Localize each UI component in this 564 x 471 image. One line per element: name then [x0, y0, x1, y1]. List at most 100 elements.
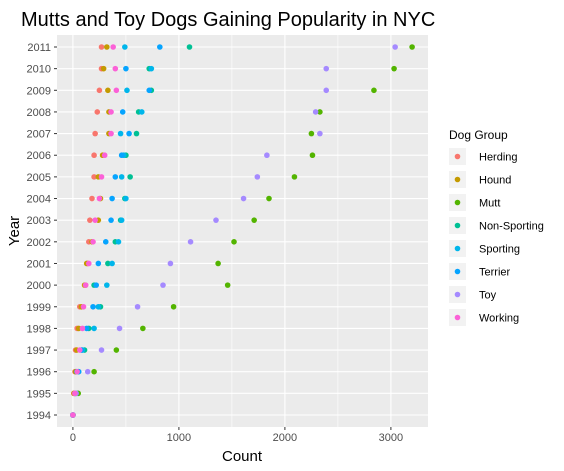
point-toy: [264, 152, 270, 159]
point-mutt: [409, 44, 415, 50]
plot-panel: [57, 35, 428, 427]
point-sporting: [123, 195, 129, 202]
point-mutt: [215, 260, 221, 267]
point-toy: [187, 239, 194, 245]
point-working: [70, 412, 76, 418]
y-tick-label: 1998: [27, 323, 51, 335]
point-toy: [254, 174, 261, 180]
point-herding: [87, 217, 93, 223]
point-working: [96, 195, 103, 202]
point-sporting: [117, 130, 124, 137]
point-working: [101, 152, 108, 159]
point-herding: [91, 174, 97, 180]
point-working: [90, 239, 96, 245]
x-tick-label: 2000: [273, 432, 297, 444]
point-toy: [323, 87, 330, 94]
point-herding: [94, 109, 101, 115]
point-working: [108, 109, 114, 115]
y-tick-label: 2007: [27, 129, 51, 141]
point-mutt: [91, 368, 97, 375]
y-axis: 1994 1995 1996 1997 1998 1999 2000 2001 2002 2003…: [27, 42, 57, 422]
point-working: [80, 303, 87, 310]
point-working: [82, 282, 89, 288]
point-working: [98, 174, 105, 180]
point-sporting: [104, 282, 110, 288]
point-mutt: [391, 65, 397, 72]
y-axis-title: Year: [6, 216, 23, 246]
y-tick-label: 2010: [27, 64, 51, 76]
y-tick-label: 1997: [27, 345, 51, 357]
point-toy: [116, 325, 123, 332]
x-tick-label: 1000: [167, 432, 191, 444]
point-toy: [392, 44, 398, 50]
point-mutt: [140, 325, 146, 332]
point-terrier: [119, 109, 126, 115]
point-non-sporting: [186, 44, 193, 50]
point-toy: [98, 347, 105, 353]
point-working: [92, 217, 98, 223]
y-tick-label: 2004: [27, 194, 51, 206]
point-sporting: [148, 65, 155, 72]
point-working: [79, 325, 86, 332]
legend-swatch-working: [454, 314, 461, 321]
point-terrier: [108, 217, 114, 223]
legend-swatch-mutt: [454, 199, 461, 206]
grid-minor-lines: [125, 35, 339, 427]
point-terrier: [83, 325, 90, 332]
point-toy: [213, 217, 219, 223]
point-mutt: [308, 130, 315, 137]
y-tick-label: 2009: [27, 85, 51, 97]
x-tick-label: 0: [70, 432, 76, 444]
point-sporting: [124, 87, 130, 94]
legend-swatch-herding: [454, 153, 461, 160]
point-terrier: [126, 130, 132, 137]
point-working: [112, 65, 119, 72]
point-working: [76, 347, 83, 353]
y-tick-label: 2006: [27, 150, 51, 162]
point-herding: [98, 44, 105, 50]
point-terrier: [123, 65, 129, 72]
y-tick-label: 2001: [27, 258, 51, 270]
y-tick-label: 2003: [27, 215, 51, 227]
y-tick-label: 2008: [27, 107, 51, 119]
point-hound: [100, 65, 107, 72]
legend-title: Dog Group: [449, 128, 508, 142]
legend-swatch-terrier: [454, 268, 461, 275]
point-working: [72, 390, 78, 397]
legend-label-terrier: Terrier: [479, 267, 511, 279]
y-tick-label: 2005: [27, 172, 51, 184]
legend-label-non-sporting: Non-Sporting: [479, 221, 544, 233]
point-sporting: [91, 325, 97, 332]
point-non-sporting: [105, 260, 111, 267]
point-mutt: [113, 347, 120, 353]
point-herding: [91, 152, 97, 159]
point-herding: [96, 87, 103, 94]
point-mutt: [309, 152, 316, 159]
chart-title: Mutts and Toy Dogs Gaining Popularity in…: [21, 9, 435, 31]
point-terrier: [102, 239, 109, 245]
point-toy: [317, 130, 323, 137]
point-toy: [323, 65, 330, 72]
data-points: [70, 44, 415, 418]
point-terrier: [95, 260, 102, 267]
legend-label-mutt: Mutt: [479, 198, 500, 210]
x-tick-label: 3000: [379, 432, 403, 444]
point-working: [86, 260, 92, 267]
point-terrier: [109, 195, 115, 202]
y-tick-label: 1999: [27, 302, 51, 314]
point-mutt: [170, 303, 177, 310]
y-tick-label: 1994: [27, 410, 51, 422]
point-sporting: [118, 217, 125, 223]
point-working: [74, 368, 80, 375]
point-mutt: [317, 109, 323, 115]
point-terrier: [118, 152, 125, 159]
point-mutt: [266, 195, 272, 202]
point-toy: [84, 368, 91, 375]
point-sporting: [95, 303, 102, 310]
x-axis-title: Count: [222, 448, 263, 465]
y-tick-label: 2011: [27, 42, 51, 54]
point-mutt: [371, 87, 377, 94]
legend-label-working: Working: [479, 313, 519, 325]
point-herding: [92, 130, 98, 137]
